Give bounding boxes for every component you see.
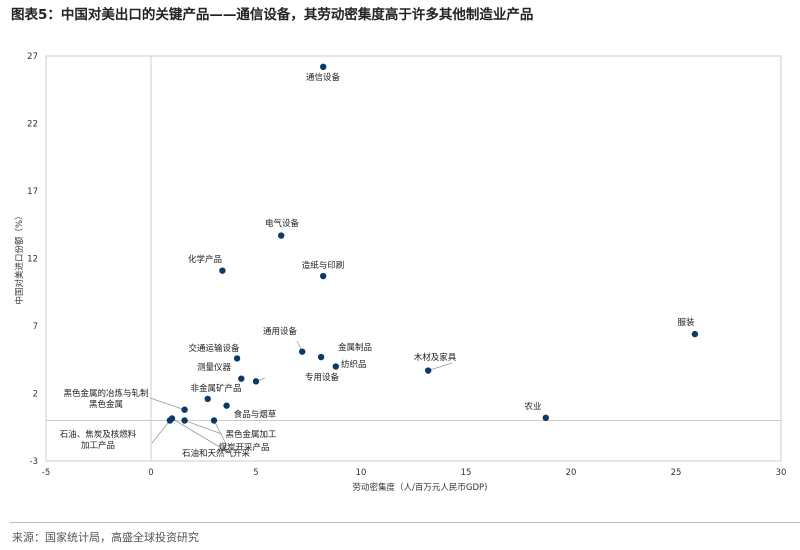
point-label: 农业	[524, 401, 541, 412]
leader-line	[151, 420, 171, 444]
source-note: 来源：国家统计局，高盛全球投资研究	[12, 531, 199, 544]
point-label: 专用设备	[305, 372, 340, 383]
data-point	[425, 367, 432, 374]
data-point	[278, 232, 285, 239]
data-point	[238, 375, 245, 382]
point-label: 黑色金属	[89, 399, 123, 410]
point-label: 电气设备	[265, 218, 300, 229]
point-label: 测量仪器	[197, 363, 232, 373]
y-tick-label: -3	[30, 457, 38, 467]
y-tick-label: 2	[33, 390, 38, 400]
data-point	[181, 417, 188, 424]
x-axis-title: 劳动密集度（人/百万元人民币GDP)	[353, 482, 488, 493]
y-tick-label: 22	[27, 120, 38, 130]
y-tick-label: 27	[27, 52, 38, 62]
x-tick-label: 5	[253, 468, 258, 478]
x-tick-label: 30	[776, 468, 787, 478]
data-point	[320, 272, 327, 280]
point-label: 交通运输设备	[188, 343, 240, 354]
point-label: 通信设备	[306, 72, 341, 83]
x-tick-label: 25	[671, 468, 682, 478]
y-tick-label: 17	[27, 187, 38, 197]
x-tick-label: 15	[461, 468, 472, 478]
point-label: 黑色金属加工	[225, 429, 277, 440]
x-tick-label: 0	[148, 468, 153, 478]
x-tick-label: -5	[42, 468, 50, 478]
point-label: 食品与烟草	[234, 409, 277, 420]
data-point	[204, 395, 211, 403]
data-point	[219, 267, 226, 274]
y-tick-label: 12	[27, 255, 38, 265]
data-point	[168, 415, 176, 422]
point-label: 通用设备	[263, 326, 298, 337]
leader-line	[171, 418, 229, 453]
chart-title: 图表5：中国对美出口的关键产品——通信设备，其劳动密集度高于许多其他制造业产品	[11, 7, 534, 23]
point-label: 石油和天然气开采	[182, 448, 251, 459]
point-label: 加工产品	[81, 440, 115, 451]
data-point	[317, 353, 325, 361]
data-point	[542, 414, 549, 421]
y-tick-label: 7	[33, 322, 38, 332]
leader-line	[213, 420, 228, 447]
data-point	[210, 417, 218, 424]
data-point	[299, 348, 306, 355]
data-point	[691, 330, 699, 338]
point-label: 纺织品	[341, 359, 367, 370]
leader-line	[149, 397, 185, 411]
point-label: 木材及家具	[414, 352, 457, 363]
scatter-chart: -5 0 5 10 15 20 25 30-32712172227劳动密集度（人/百万元人民币…	[14, 52, 787, 493]
y-axis-title: 中国对美进口份额（%）	[14, 211, 25, 304]
point-label: 石油、焦炭及核燃料	[60, 429, 137, 440]
point-label: 非金属矿产品	[190, 383, 241, 394]
point-label: 服装	[677, 317, 695, 328]
data-point	[223, 402, 230, 409]
point-label: 黑色金属的冶炼与轧制	[63, 388, 148, 399]
divider	[10, 522, 800, 523]
plot-frame	[45, 55, 782, 462]
leader-line	[184, 420, 223, 435]
point-label: 造纸与印刷	[302, 260, 345, 271]
x-tick-label: 20	[566, 468, 577, 478]
data-point	[320, 63, 327, 70]
data-point	[252, 378, 260, 385]
data-point	[332, 363, 339, 370]
leader-line	[428, 362, 453, 371]
point-label: 煤炭开采产品	[218, 442, 269, 453]
x-tick-label: 10	[356, 468, 367, 478]
data-point	[233, 355, 241, 362]
point-label: 金属制品	[338, 342, 372, 353]
point-label: 化学产品	[188, 254, 222, 265]
data-point	[181, 406, 188, 413]
